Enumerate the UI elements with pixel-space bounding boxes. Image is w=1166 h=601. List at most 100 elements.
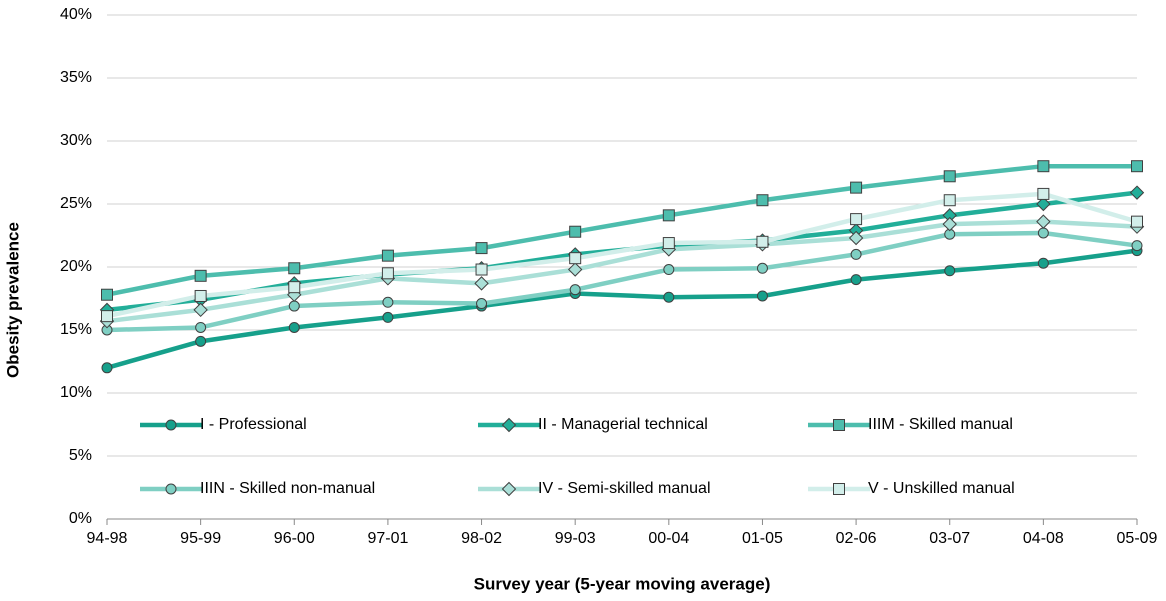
- y-tick-label: 20%: [60, 258, 92, 275]
- y-tick-label: 40%: [60, 6, 92, 23]
- data-point: [850, 274, 862, 286]
- x-tick-label: 97-01: [367, 530, 408, 547]
- data-point: [756, 235, 769, 248]
- x-tick-label: 05-09: [1117, 530, 1158, 547]
- x-tick-label: 00-04: [648, 530, 689, 547]
- data-point: [1037, 227, 1049, 239]
- data-point: [194, 269, 207, 282]
- series-line: [106, 248, 1138, 370]
- legend-label: V - Unskilled manual: [868, 480, 1015, 497]
- data-point: [850, 181, 863, 194]
- data-point: [1036, 214, 1051, 229]
- data-point: [569, 225, 582, 238]
- data-point: [569, 252, 582, 265]
- series-line: [106, 219, 1138, 324]
- data-point: [193, 302, 208, 318]
- data-point: [1037, 160, 1050, 173]
- data-point: [288, 262, 301, 275]
- data-point: [663, 264, 675, 276]
- series: [101, 245, 1143, 374]
- legend-item: II - Managerial technical: [478, 416, 708, 433]
- data-point: [194, 289, 207, 302]
- y-axis-title: Obesity prevalence: [3, 222, 22, 378]
- data-point: [101, 362, 113, 374]
- data-point: [850, 213, 863, 226]
- data-point: [1037, 187, 1050, 200]
- legend-item: IIIM - Skilled manual: [808, 416, 1013, 433]
- y-tick-label: 25%: [60, 195, 92, 212]
- legend-label: I - Professional: [200, 416, 307, 433]
- x-tick-label: 96-00: [274, 530, 315, 547]
- data-point: [1036, 196, 1051, 212]
- x-tick-label: 98-02: [461, 530, 502, 547]
- series-line: [106, 163, 1137, 297]
- data-point: [943, 194, 956, 207]
- data-point: [1129, 185, 1145, 200]
- x-tick-label: 01-05: [742, 530, 783, 547]
- x-tick-label: 95-99: [180, 530, 221, 547]
- legend-marker: [165, 483, 177, 495]
- data-point: [475, 263, 488, 276]
- data-point: [288, 300, 300, 312]
- data-point: [474, 276, 489, 291]
- data-point: [381, 267, 394, 280]
- data-point: [476, 298, 488, 310]
- data-point: [475, 242, 488, 255]
- legend-marker: [501, 417, 517, 433]
- data-point: [567, 262, 583, 277]
- data-point: [756, 290, 768, 302]
- y-tick-label: 35%: [60, 69, 92, 86]
- data-point: [569, 284, 581, 296]
- data-point: [756, 262, 768, 274]
- legend-marker: [165, 419, 177, 431]
- x-tick-label: 04-08: [1023, 530, 1064, 547]
- y-tick-label: 30%: [60, 132, 92, 149]
- data-point: [1037, 257, 1049, 269]
- data-point: [101, 310, 113, 323]
- data-point: [662, 209, 675, 222]
- legend-item: IV - Semi-skilled manual: [478, 480, 711, 497]
- series-line: [106, 230, 1138, 333]
- legend-marker: [833, 419, 845, 431]
- data-point: [663, 291, 675, 303]
- data-point: [381, 249, 394, 262]
- legend-label: II - Managerial technical: [538, 416, 708, 433]
- legend-item: IIIN - Skilled non-manual: [140, 480, 375, 497]
- x-tick-label: 94-98: [87, 530, 128, 547]
- x-tick-label: 99-03: [555, 530, 596, 547]
- data-point: [848, 230, 864, 246]
- legend-label: IIIM - Skilled manual: [868, 416, 1013, 433]
- legend-label: IV - Semi-skilled manual: [538, 480, 711, 497]
- series: [101, 227, 1143, 336]
- legend-label: IIIN - Skilled non-manual: [200, 480, 375, 497]
- data-point: [288, 321, 300, 333]
- data-point: [1131, 215, 1143, 228]
- y-tick-label: 5%: [69, 447, 92, 464]
- series: [101, 187, 1143, 323]
- legend-marker: [501, 481, 517, 497]
- legend-item: I - Professional: [140, 416, 307, 433]
- x-axis-title: Survey year (5-year moving average): [474, 574, 771, 593]
- data-point: [1131, 240, 1143, 252]
- data-point: [1131, 160, 1143, 173]
- y-tick-label: 0%: [69, 510, 92, 527]
- data-point: [382, 311, 394, 323]
- legend-marker: [833, 483, 845, 495]
- data-point: [942, 216, 957, 232]
- y-tick-label: 10%: [60, 384, 92, 401]
- data-point: [662, 237, 675, 250]
- data-point: [195, 335, 207, 347]
- data-point: [944, 265, 956, 277]
- data-point: [288, 281, 301, 294]
- series-line: [106, 191, 1138, 319]
- data-point: [850, 248, 862, 260]
- series: [101, 160, 1143, 301]
- data-point: [382, 296, 394, 308]
- data-point: [943, 170, 956, 183]
- legend-item: V - Unskilled manual: [808, 480, 1015, 497]
- y-tick-label: 15%: [60, 321, 92, 338]
- data-point: [101, 288, 113, 301]
- data-point: [756, 194, 769, 207]
